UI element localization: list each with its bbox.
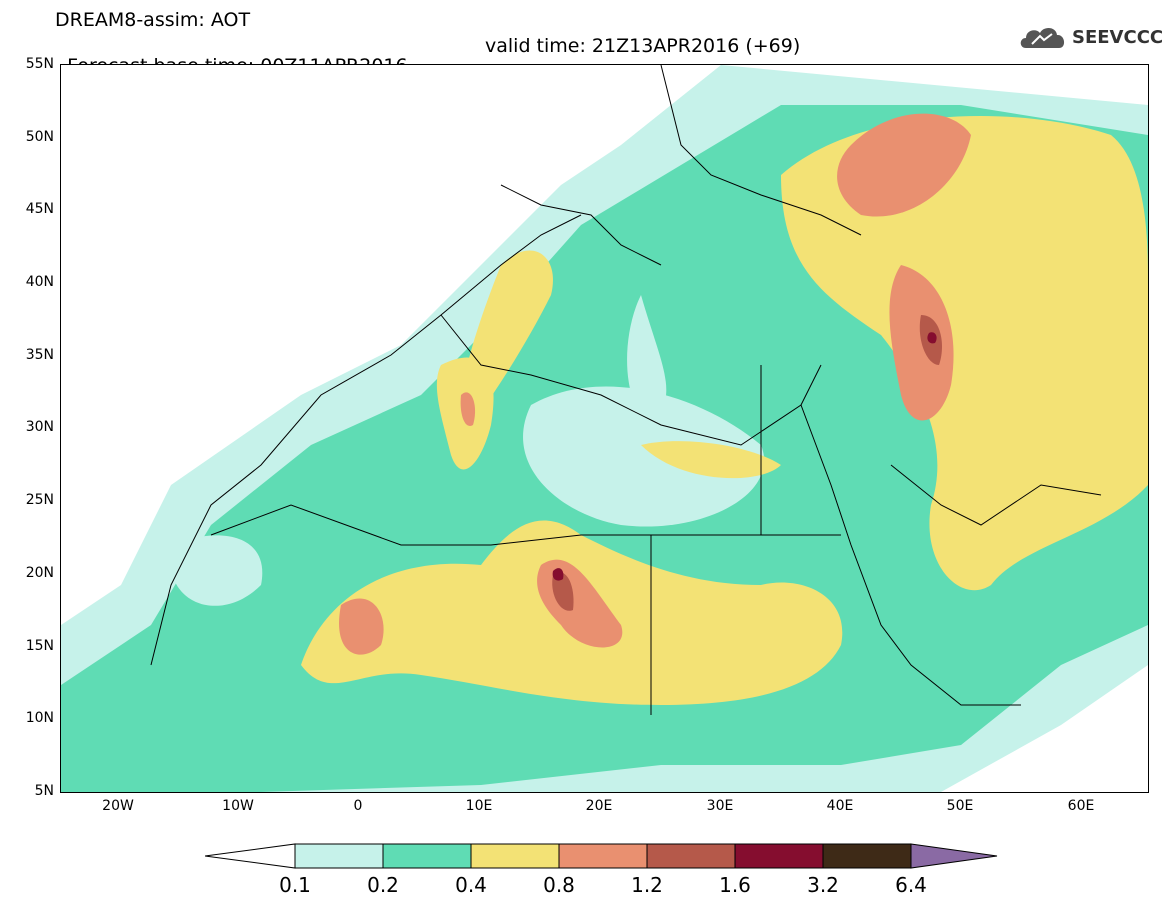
lat-label: 10N (25, 710, 54, 726)
map-area (60, 64, 1149, 793)
lat-label: 45N (25, 201, 54, 217)
valid-time: valid time: 21Z13APR2016 (+69) (485, 35, 801, 57)
lon-label: 60E (1067, 798, 1095, 814)
colorbar-swatch (382, 843, 472, 869)
field-0-8-iraq (889, 265, 954, 421)
colorbar-low-triangle (204, 843, 296, 869)
lon-label: 30E (706, 798, 734, 814)
colorbar-swatch (294, 843, 384, 869)
field-1-6-chad (552, 568, 564, 581)
colorbar-label: 3.2 (807, 873, 839, 897)
lat-label: 25N (25, 492, 54, 508)
lat-label: 30N (25, 419, 54, 435)
colorbar-swatch (646, 843, 736, 869)
seevccc-logo: SEEVCCC (1018, 22, 1163, 52)
logo-text: SEEVCCC (1072, 27, 1164, 48)
lon-label: 20E (585, 798, 613, 814)
lat-label: 55N (25, 56, 54, 72)
aot-fields (61, 65, 1148, 792)
cloud-icon (1020, 27, 1065, 48)
colorbar-label: 0.2 (367, 873, 399, 897)
field-1-6-iraq (927, 332, 937, 344)
chart-title: DREAM8-assim: AOT (55, 9, 251, 31)
colorbar-label: 0.1 (279, 873, 311, 897)
colorbar-swatch (470, 843, 560, 869)
colorbar (204, 842, 1000, 874)
lat-label: 40N (25, 274, 54, 290)
field-0-4-mideast (781, 115, 1148, 591)
colorbar-swatch (822, 843, 912, 869)
lon-label: 40E (826, 798, 854, 814)
lat-label: 20N (25, 565, 54, 581)
field-0-8-algeria (460, 392, 476, 426)
colorbar-label: 0.4 (455, 873, 487, 897)
field-0-8-mali (339, 598, 384, 655)
field-0-1-hole-2 (627, 295, 667, 425)
colorbar-swatch (734, 843, 824, 869)
lon-label: 10E (465, 798, 493, 814)
colorbar-label: 0.8 (543, 873, 575, 897)
lon-label: 10W (222, 798, 254, 814)
coastlines (150, 65, 1102, 715)
lat-label: 15N (25, 638, 54, 654)
field-1-2-chad (552, 572, 574, 611)
lon-label: 0 (353, 798, 363, 814)
lat-label: 50N (25, 129, 54, 145)
lat-label: 5N (34, 783, 54, 799)
lon-label: 50E (946, 798, 974, 814)
colorbar-high-triangle (910, 843, 998, 869)
colorbar-label: 6.4 (895, 873, 927, 897)
colorbar-label: 1.6 (719, 873, 751, 897)
field-0-1-hole-3 (169, 535, 263, 606)
field-0-1-hole-1 (523, 386, 765, 527)
lon-label: 20W (102, 798, 134, 814)
field-0-8-caspian (837, 113, 971, 217)
colorbar-swatch (558, 843, 648, 869)
lat-label: 35N (25, 347, 54, 363)
field-0-4-east-med (641, 441, 781, 479)
colorbar-label: 1.2 (631, 873, 663, 897)
